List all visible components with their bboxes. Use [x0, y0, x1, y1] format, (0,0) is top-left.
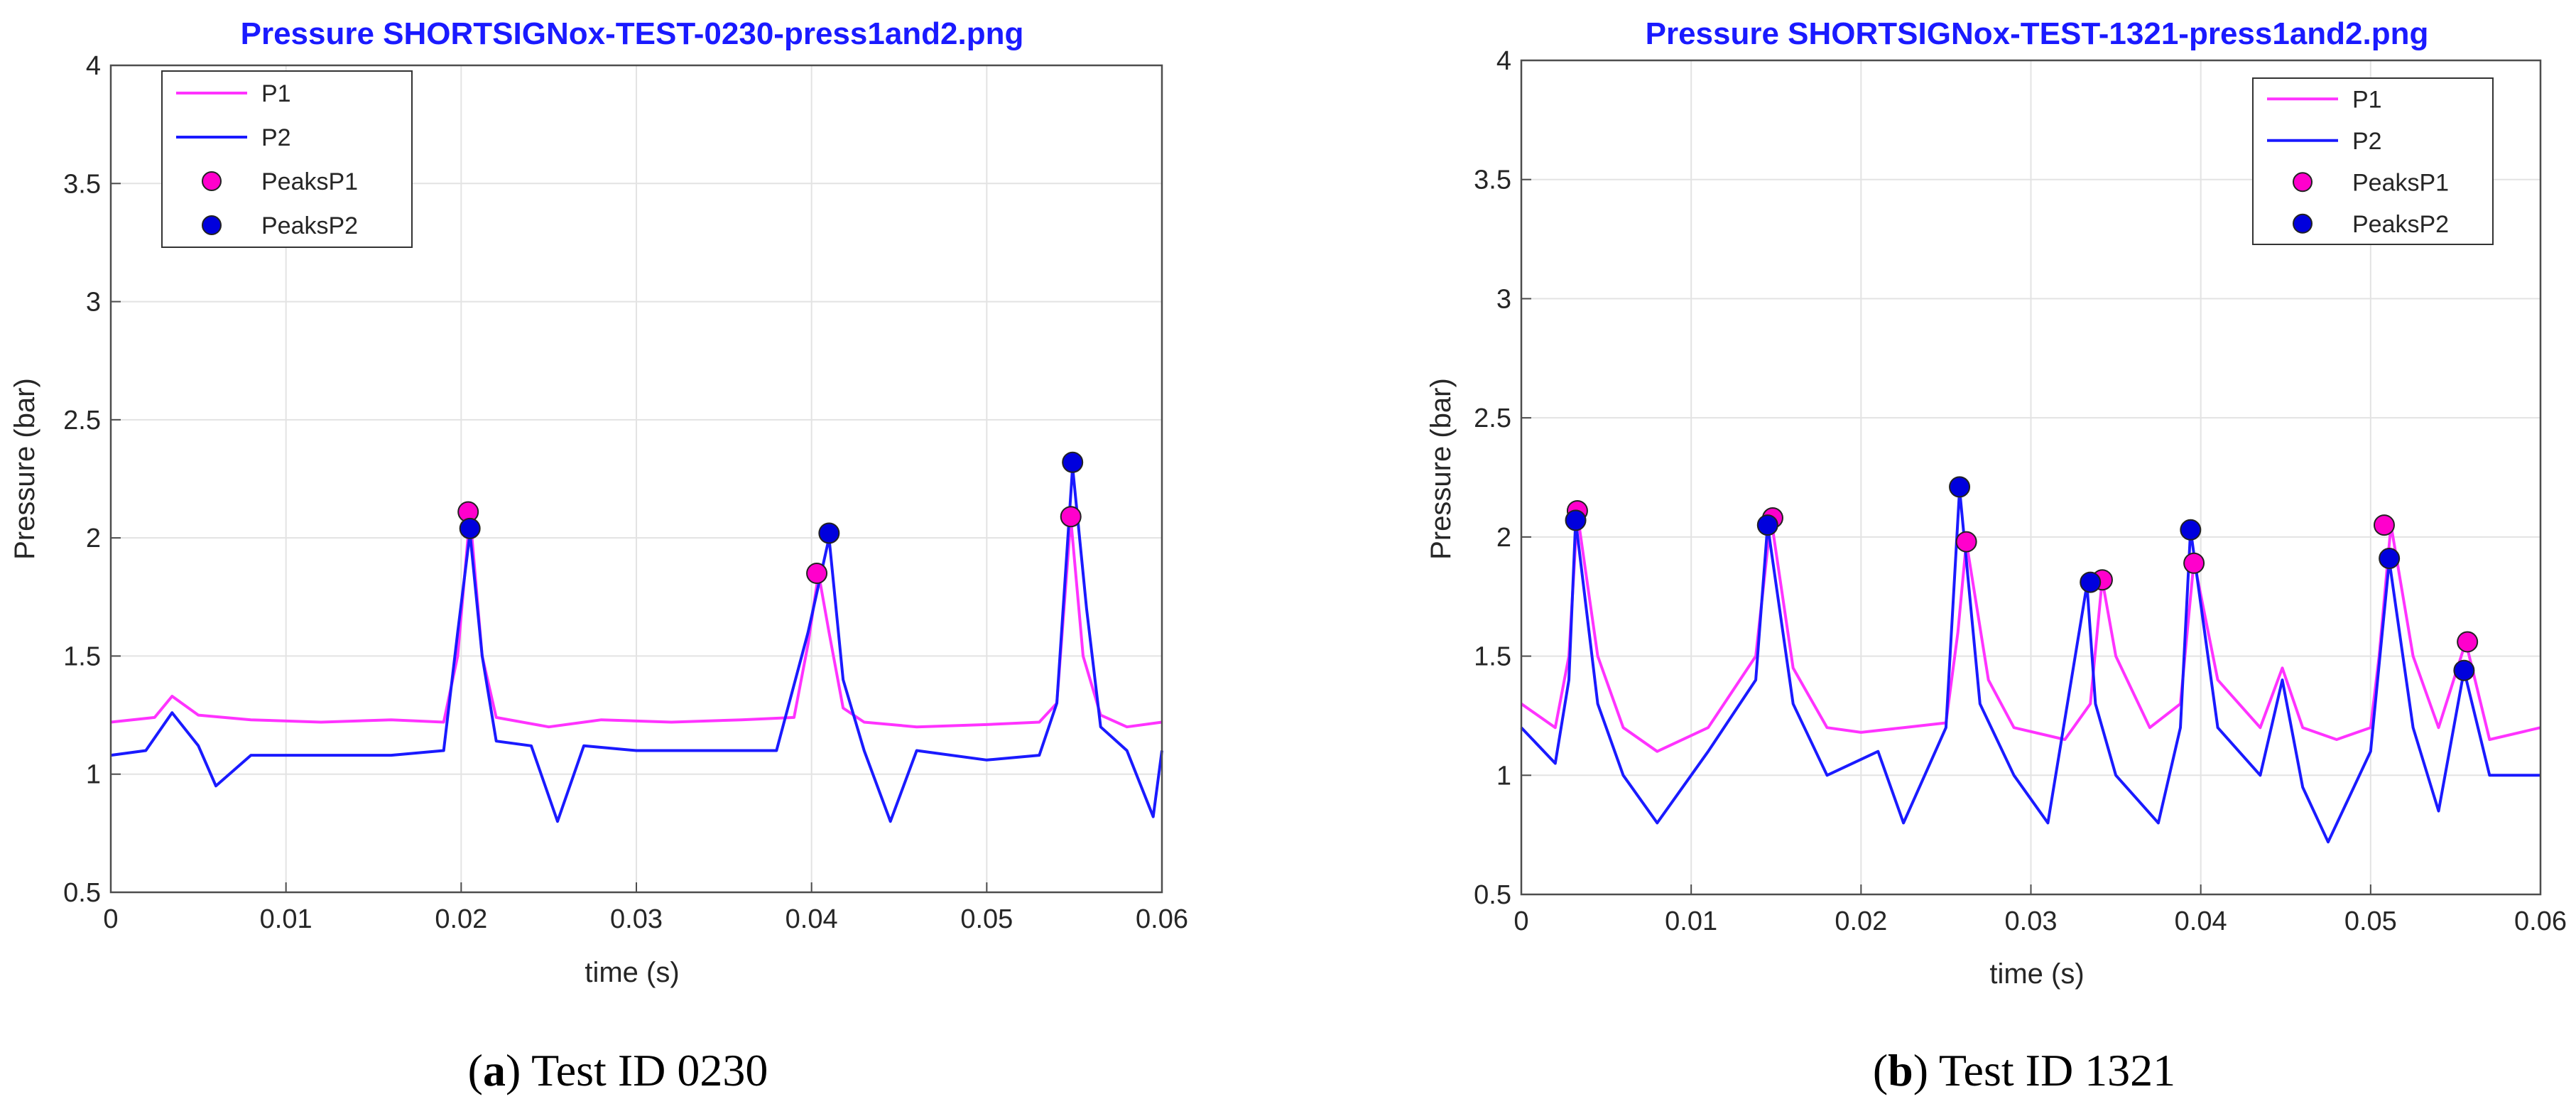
peak-marker-peaksp2	[1756, 514, 1778, 536]
chart-a-caption-letter: a	[483, 1045, 506, 1095]
chart-a-plot: 0 0.01 0.02 0.03 0.04 0.05 0.06 0.5 1 1.5 2 2.5 3 3.5…	[63, 51, 1188, 934]
chart-b-caption-letter: b	[1888, 1045, 1913, 1095]
y-tick-label: 3	[1496, 284, 1511, 314]
peak-marker-peaksp2	[2180, 519, 2202, 541]
x-tick-label: 0	[103, 904, 118, 934]
y-tick-label: 0.5	[1474, 880, 1511, 910]
peak-marker-peaksp2	[2080, 571, 2102, 593]
chart-a-title: Pressure SHORTSIGNox-TEST-0230-press1and…	[241, 16, 1024, 51]
legend: P1 P2 PeaksP1 PeaksP2	[161, 70, 413, 248]
series-line-p2	[110, 465, 1163, 823]
peak-marker-peaksp2	[459, 517, 481, 539]
peak-marker-peaksp2	[2379, 548, 2401, 570]
y-tick-label: 2	[86, 524, 101, 553]
peak-marker-peaksp1	[1955, 531, 1977, 553]
legend-label: PeaksP1	[2352, 169, 2449, 196]
x-tick-label: 0.02	[435, 904, 487, 934]
chart-a: Pressure SHORTSIGNox-TEST-0230-press1and…	[9, 16, 1023, 1095]
x-tick-label: 0.05	[960, 904, 1013, 934]
chart-b-caption: (b) Test ID 1321	[1873, 1045, 2175, 1095]
legend: P1 P2 PeaksP1 PeaksP2	[2252, 77, 2494, 245]
legend-label: P1	[2352, 86, 2382, 113]
chart-b-plot: 0 0.01 0.02 0.03 0.04 0.05 0.06 0.5 1 1.5 2 2.5 3 3.5…	[1474, 46, 2567, 936]
peak-marker-peaksp1	[806, 563, 828, 585]
peak-marker-peaksp2	[1565, 509, 1587, 531]
chart-a-caption-text: ) Test ID 0230	[506, 1045, 768, 1095]
y-tick-label: 3.5	[1474, 166, 1511, 195]
legend-label: PeaksP1	[261, 168, 358, 195]
legend-swatch-peaksp2	[202, 215, 222, 235]
y-tick-label: 1.5	[1474, 642, 1511, 672]
legend-swatch-peaksp1	[202, 171, 222, 191]
x-tick-label: 0.01	[1665, 907, 1717, 936]
x-tick-label: 0	[1513, 907, 1528, 936]
legend-label: P2	[261, 124, 291, 151]
peak-marker-peaksp2	[1949, 476, 1971, 498]
peak-marker-peaksp1	[1060, 506, 1082, 528]
x-tick-label: 0.04	[786, 904, 838, 934]
y-tick-label: 2	[1496, 523, 1511, 553]
legend-box	[2252, 77, 2494, 245]
y-tick-label: 3.5	[63, 169, 101, 199]
y-tick-label: 3	[86, 288, 101, 318]
x-tick-label: 0.05	[2344, 907, 2397, 936]
x-tick-label: 0.03	[610, 904, 663, 934]
x-tick-label: 0.06	[2514, 907, 2567, 936]
y-tick-label: 4	[1496, 46, 1511, 76]
chart-b-ylabel: Pressure (bar)	[1425, 378, 1457, 560]
y-tick-label: 2.5	[63, 406, 101, 435]
legend-swatch-peaksp2	[2293, 213, 2313, 234]
chart-b-xlabel: time (s)	[1989, 958, 2084, 990]
legend-label: PeaksP2	[261, 212, 358, 239]
x-tick-label: 0.03	[2005, 907, 2058, 936]
x-tick-label: 0.01	[260, 904, 313, 934]
y-tick-label: 0.5	[63, 878, 101, 908]
chart-b-title: Pressure SHORTSIGNox-TEST-1321-press1and…	[1646, 16, 2429, 51]
y-tick-label: 4	[86, 51, 101, 81]
peak-marker-peaksp2	[1062, 451, 1084, 473]
legend-box	[161, 70, 413, 248]
series-line-p2	[1520, 487, 2540, 844]
legend-label: P2	[2352, 128, 2382, 155]
peak-marker-peaksp1	[2183, 552, 2205, 574]
peak-marker-peaksp1	[2457, 631, 2479, 653]
chart-b-caption-text: ) Test ID 1321	[1913, 1045, 2175, 1095]
x-tick-label: 0.02	[1835, 907, 1887, 936]
chart-a-xlabel: time (s)	[585, 957, 679, 988]
chart-a-caption: (a) Test ID 0230	[468, 1045, 768, 1095]
chart-b: Pressure SHORTSIGNox-TEST-1321-press1and…	[1425, 16, 2428, 1095]
legend-swatch-peaksp1	[2293, 172, 2313, 193]
x-tick-label: 0.06	[1136, 904, 1188, 934]
y-tick-label: 1	[86, 760, 101, 790]
peak-marker-peaksp1	[2373, 514, 2395, 536]
x-tick-label: 0.04	[2175, 907, 2227, 936]
legend-label: PeaksP2	[2352, 211, 2449, 238]
y-tick-label: 1.5	[63, 642, 101, 671]
peak-marker-peaksp2	[2453, 659, 2475, 681]
peak-marker-peaksp2	[818, 522, 840, 544]
chart-a-ylabel: Pressure (bar)	[9, 378, 40, 560]
y-tick-label: 2.5	[1474, 404, 1511, 433]
y-tick-label: 1	[1496, 761, 1511, 791]
legend-label: P1	[261, 80, 291, 107]
